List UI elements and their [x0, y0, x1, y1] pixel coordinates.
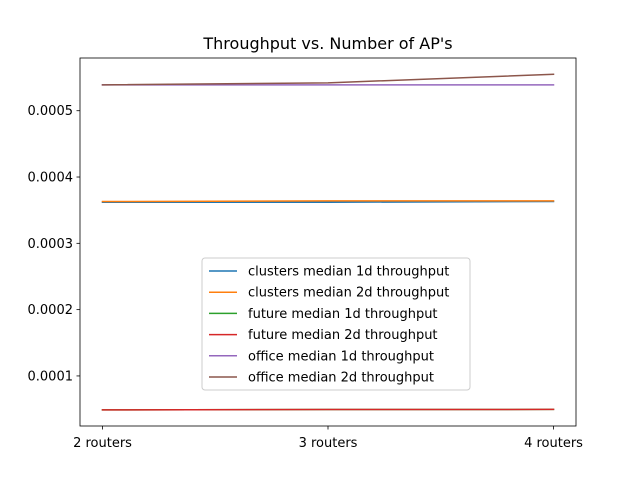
- y-tick-label: 0.0001: [28, 369, 74, 384]
- legend-label-6: office median 2d throughput: [248, 371, 434, 386]
- legend-label-2: clusters median 2d throughput: [248, 286, 449, 301]
- chart-title: Throughput vs. Number of AP's: [202, 34, 452, 53]
- legend: clusters median 1d throughput clusters me…: [202, 258, 470, 390]
- x-tick-label: 3 routers: [299, 436, 358, 451]
- x-tick-label: 4 routers: [524, 436, 583, 451]
- legend-label-5: office median 1d throughput: [248, 349, 434, 364]
- series-line-2: [103, 201, 554, 202]
- legend-label-1: clusters median 1d throughput: [248, 265, 449, 280]
- legend-label-4: future median 2d throughput: [248, 328, 438, 343]
- legend-label-3: future median 1d throughput: [248, 307, 438, 322]
- y-tick-label: 0.0005: [28, 104, 74, 119]
- y-tick-label: 0.0004: [28, 171, 74, 186]
- x-tick-label: 2 routers: [73, 436, 132, 451]
- y-tick-label: 0.0003: [28, 237, 74, 252]
- y-tick-label: 0.0002: [28, 303, 74, 318]
